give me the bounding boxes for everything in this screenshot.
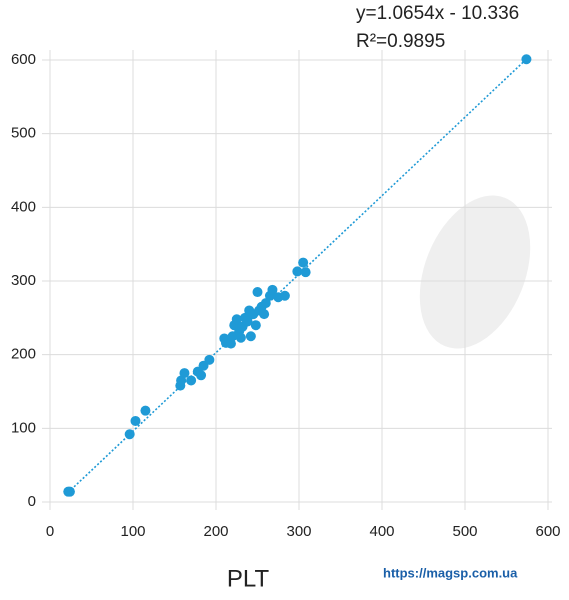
x-tick-label: 400 <box>369 523 394 540</box>
scatter-point <box>204 354 215 365</box>
scatter-point <box>196 370 207 381</box>
scatter-point <box>64 486 75 497</box>
x-tick-label: 200 <box>203 523 228 540</box>
y-tick-label: 600 <box>11 51 36 68</box>
y-tick-label: 0 <box>28 493 36 510</box>
scatter-point <box>521 54 532 65</box>
scatter-point <box>242 316 253 327</box>
x-tick-label: 500 <box>452 523 477 540</box>
r-squared: R²=0.9895 <box>356 31 445 52</box>
scatter-point <box>235 332 246 343</box>
watermark: https://magsp.com.ua <box>383 565 518 580</box>
scatter-point <box>267 284 278 295</box>
y-tick-label: 100 <box>11 419 36 436</box>
x-tick-label: 100 <box>120 523 145 540</box>
scatter-point <box>124 429 135 440</box>
x-axis-title: PLT <box>227 565 270 592</box>
y-tick-label: 500 <box>11 125 36 142</box>
scatter-point <box>140 405 151 416</box>
scatter-point <box>130 415 141 426</box>
scatter-point <box>260 298 271 309</box>
y-tick-label: 200 <box>11 346 36 363</box>
scatter-point <box>279 290 290 301</box>
background-decoration <box>419 195 531 349</box>
scatter-point <box>250 320 261 331</box>
x-tick-label: 300 <box>286 523 311 540</box>
y-tick-label: 400 <box>11 198 36 215</box>
scatter-point <box>245 331 256 342</box>
scatter-point <box>231 314 242 325</box>
trend-equation: y=1.0654x - 10.336 <box>356 3 519 24</box>
scatter-point <box>179 368 190 379</box>
scatter-point <box>259 309 270 320</box>
scatter-point <box>186 375 197 386</box>
scatter-point <box>300 267 311 278</box>
x-tick-label: 0 <box>46 523 54 540</box>
y-tick-label: 300 <box>11 272 36 289</box>
scatter-point <box>292 266 303 277</box>
scatter-point <box>252 287 263 298</box>
x-tick-label: 600 <box>535 523 560 540</box>
scatter-point <box>298 257 309 268</box>
trend-line <box>67 58 527 493</box>
